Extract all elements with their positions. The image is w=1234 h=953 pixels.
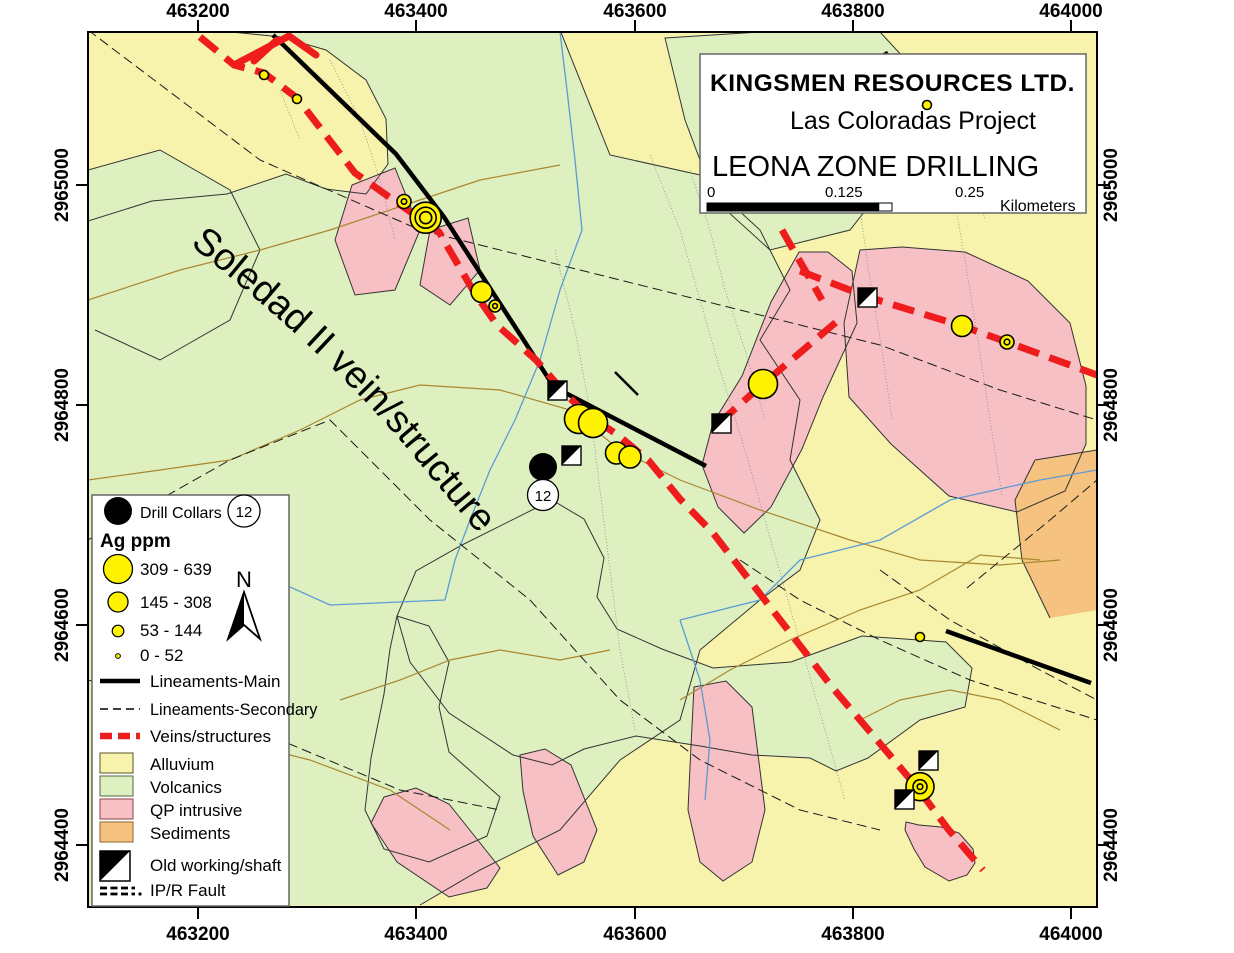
svg-text:QP intrusive: QP intrusive	[150, 801, 242, 820]
svg-text:309 - 639: 309 - 639	[140, 560, 212, 579]
svg-text:145 - 308: 145 - 308	[140, 593, 212, 612]
svg-text:KINGSMEN RESOURCES LTD.: KINGSMEN RESOURCES LTD.	[710, 70, 1075, 97]
svg-text:Volcanics: Volcanics	[150, 778, 222, 797]
svg-text:2964400: 2964400	[1101, 808, 1122, 882]
svg-text:12: 12	[535, 488, 552, 505]
svg-text:12: 12	[236, 504, 253, 521]
svg-text:N: N	[236, 567, 252, 592]
svg-text:Veins/structures: Veins/structures	[150, 727, 271, 746]
svg-text:464000: 464000	[1039, 1, 1102, 22]
svg-text:463400: 463400	[384, 924, 447, 945]
svg-text:463400: 463400	[384, 1, 447, 22]
svg-text:LEONA ZONE DRILLING: LEONA ZONE DRILLING	[712, 151, 1039, 183]
svg-text:Lineaments-Main: Lineaments-Main	[150, 672, 280, 691]
svg-text:Las Coloradas Project: Las Coloradas Project	[790, 107, 1036, 135]
svg-text:Lineaments-Secondary: Lineaments-Secondary	[150, 701, 318, 719]
svg-text:Alluvium: Alluvium	[150, 755, 214, 774]
svg-text:Sediments: Sediments	[150, 824, 230, 843]
svg-text:Kilometers: Kilometers	[1000, 198, 1076, 215]
svg-text:2964800: 2964800	[52, 368, 73, 442]
svg-text:2964800: 2964800	[1101, 368, 1122, 442]
svg-text:2964600: 2964600	[1101, 588, 1122, 662]
svg-text:463600: 463600	[603, 1, 666, 22]
svg-text:Old working/shaft: Old working/shaft	[150, 856, 282, 875]
svg-text:Drill Collars: Drill Collars	[140, 505, 222, 522]
svg-text:463600: 463600	[603, 924, 666, 945]
svg-text:2964600: 2964600	[52, 588, 73, 662]
svg-text:0.125: 0.125	[825, 184, 863, 201]
svg-text:0.25: 0.25	[955, 184, 984, 201]
svg-text:IP/R Fault: IP/R Fault	[150, 881, 226, 900]
svg-text:463800: 463800	[821, 924, 884, 945]
svg-text:Ag ppm: Ag ppm	[100, 531, 171, 552]
svg-text:53 - 144: 53 - 144	[140, 621, 202, 640]
svg-text:0: 0	[707, 184, 715, 201]
svg-text:463200: 463200	[166, 1, 229, 22]
svg-text:2964400: 2964400	[52, 808, 73, 882]
svg-text:2965000: 2965000	[1101, 148, 1122, 222]
svg-text:463800: 463800	[821, 1, 884, 22]
svg-text:464000: 464000	[1039, 924, 1102, 945]
svg-text:463200: 463200	[166, 924, 229, 945]
svg-text:2965000: 2965000	[52, 148, 73, 222]
svg-text:0 - 52: 0 - 52	[140, 646, 183, 665]
